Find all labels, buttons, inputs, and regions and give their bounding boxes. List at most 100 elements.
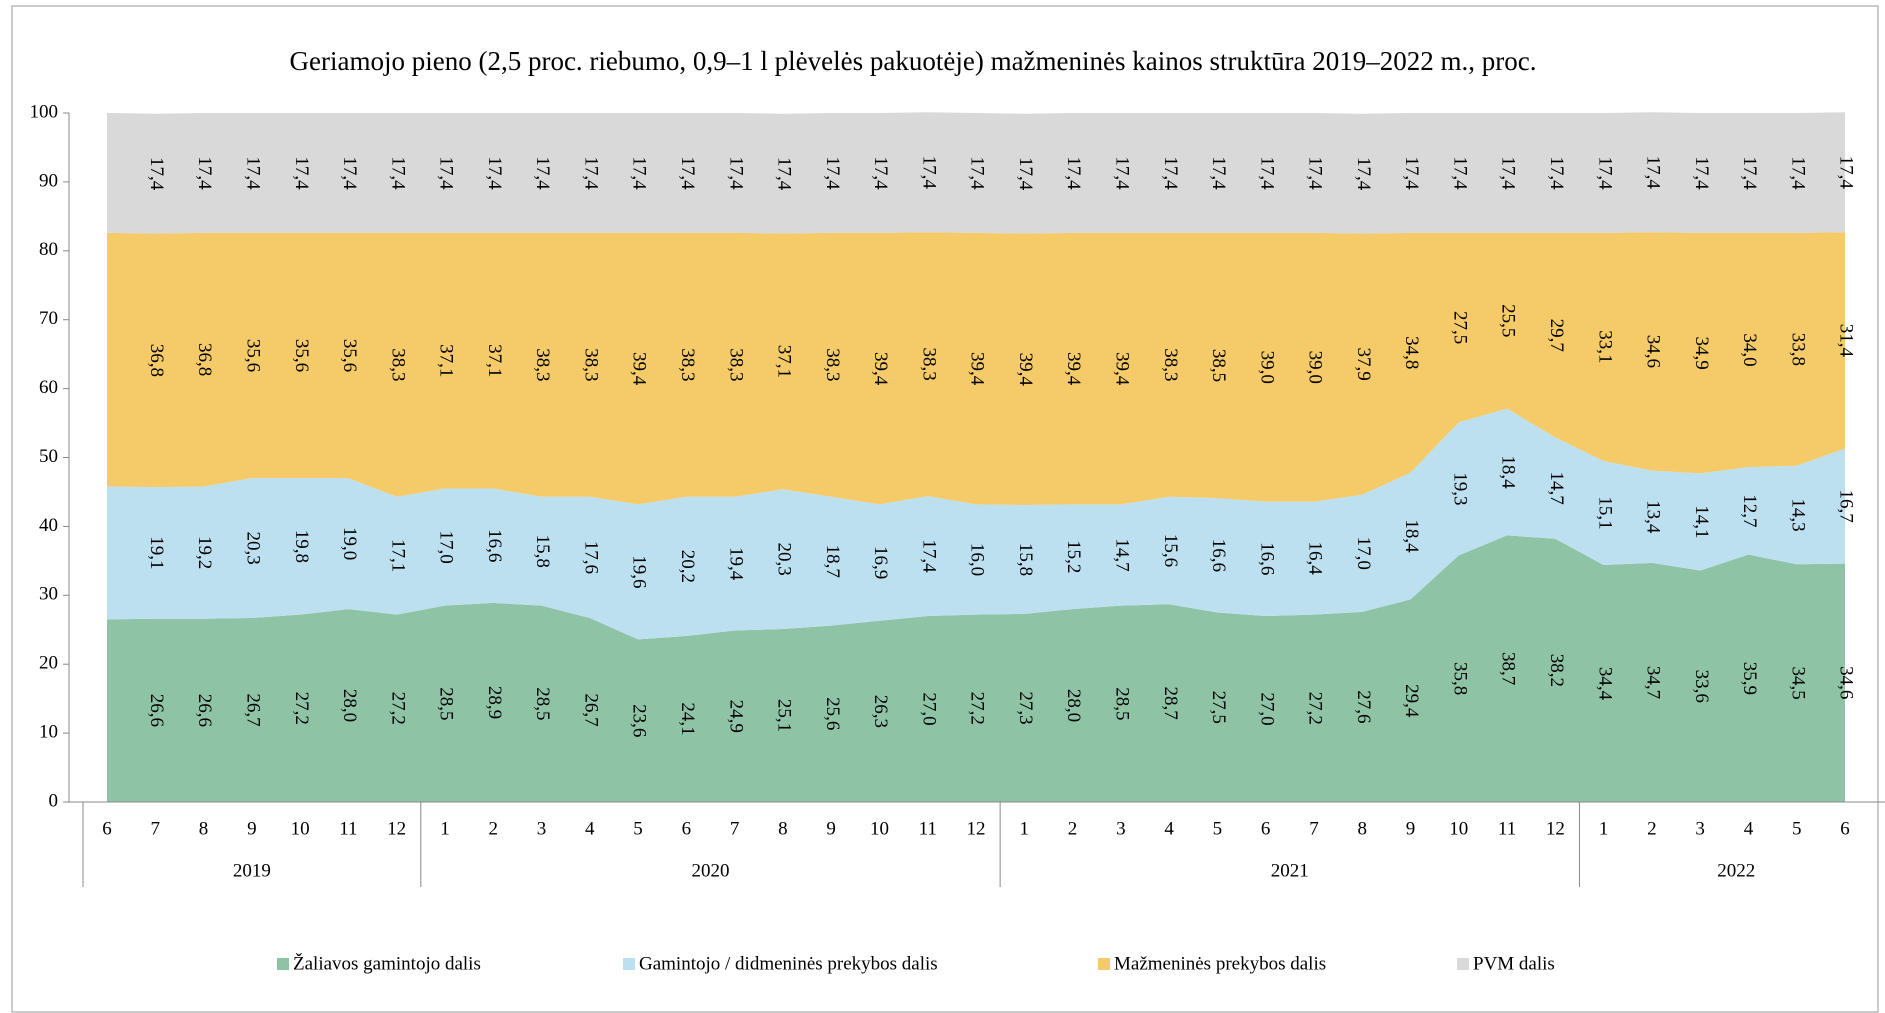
x-tick-label: 10 [291, 818, 310, 839]
x-tick-label: 12 [967, 818, 986, 839]
data-label: 38,3 [677, 348, 698, 381]
data-label: 34,5 [1787, 667, 1808, 700]
data-label: 18,4 [1498, 455, 1519, 489]
data-label: 17,4 [1787, 156, 1808, 190]
y-tick-label: 10 [39, 721, 58, 742]
x-tick-label: 2 [488, 818, 498, 839]
legend-label: PVM dalis [1473, 953, 1555, 974]
data-label: 36,8 [146, 344, 167, 377]
data-label: 25,5 [1498, 304, 1519, 337]
data-label: 17,4 [1305, 156, 1326, 190]
x-tick-label: 8 [778, 818, 788, 839]
data-label: 28,9 [484, 686, 505, 719]
data-label: 34,0 [1739, 333, 1760, 366]
data-label: 39,4 [1063, 352, 1084, 386]
data-label: 17,4 [1546, 156, 1567, 190]
data-label: 31,4 [1836, 324, 1857, 358]
x-tick-label: 3 [537, 818, 547, 839]
data-label: 25,6 [822, 697, 843, 730]
data-label: 17,4 [918, 539, 939, 573]
data-label: 20,3 [242, 531, 263, 564]
data-label: 19,1 [146, 536, 167, 569]
data-label: 15,1 [1594, 496, 1615, 529]
data-label: 17,4 [1353, 157, 1374, 191]
data-label: 17,6 [580, 541, 601, 574]
data-label: 34,4 [1594, 667, 1615, 701]
data-label: 36,8 [194, 343, 215, 376]
data-label: 27,3 [1015, 691, 1036, 724]
data-label: 17,4 [1401, 156, 1422, 190]
data-label: 18,7 [822, 545, 843, 578]
data-label: 17,4 [580, 156, 601, 190]
data-label: 27,0 [918, 692, 939, 725]
x-group-label: 2022 [1717, 860, 1755, 881]
data-label: 26,7 [242, 693, 263, 726]
x-tick-label: 8 [199, 818, 209, 839]
data-label: 16,6 [1256, 542, 1277, 575]
x-tick-label: 4 [1164, 818, 1174, 839]
data-label: 19,8 [291, 530, 312, 563]
x-tick-label: 9 [247, 818, 257, 839]
data-label: 38,3 [387, 348, 408, 381]
x-tick-label: 11 [1498, 818, 1516, 839]
y-tick-label: 20 [39, 653, 58, 674]
data-label: 35,9 [1739, 662, 1760, 695]
data-label: 19,0 [339, 527, 360, 560]
area [107, 112, 1845, 234]
data-label: 17,4 [918, 156, 939, 190]
data-label: 37,9 [1353, 348, 1374, 381]
data-label: 28,5 [436, 687, 457, 720]
x-tick-label: 9 [826, 818, 836, 839]
data-label: 19,2 [194, 536, 215, 569]
x-tick-label: 9 [1406, 818, 1416, 839]
data-label: 17,4 [484, 156, 505, 190]
data-label: 17,4 [436, 156, 457, 190]
x-tick-label: 5 [1792, 818, 1802, 839]
data-label: 18,4 [1401, 519, 1422, 553]
x-tick-label: 5 [1213, 818, 1223, 839]
data-label: 15,6 [1160, 534, 1181, 567]
data-label: 23,6 [629, 704, 650, 737]
data-label: 29,7 [1546, 319, 1567, 352]
x-group-label: 2020 [691, 860, 729, 881]
data-label: 28,0 [1063, 689, 1084, 722]
data-label: 38,3 [822, 348, 843, 381]
data-label: 24,1 [677, 702, 698, 735]
x-tick-label: 12 [1546, 818, 1565, 839]
y-tick-label: 50 [39, 446, 58, 467]
data-label: 15,8 [532, 535, 553, 568]
data-label: 28,7 [1160, 687, 1181, 720]
data-label: 17,1 [387, 539, 408, 572]
y-tick-label: 0 [49, 790, 59, 811]
area [107, 232, 1845, 506]
data-label: 20,2 [677, 550, 698, 583]
data-label: 39,4 [967, 352, 988, 386]
data-label: 17,4 [1739, 156, 1760, 190]
data-label: 14,3 [1787, 498, 1808, 531]
data-label: 25,1 [774, 699, 795, 732]
x-tick-label: 10 [1449, 818, 1468, 839]
data-label: 17,4 [1208, 156, 1229, 190]
area [107, 535, 1845, 802]
data-label: 39,4 [870, 352, 891, 386]
data-label: 38,5 [1208, 349, 1229, 382]
data-label: 28,5 [532, 687, 553, 720]
data-label: 27,5 [1208, 691, 1229, 724]
data-label: 17,4 [1160, 156, 1181, 190]
x-tick-label: 8 [1357, 818, 1367, 839]
data-label: 12,7 [1739, 494, 1760, 527]
data-label: 38,2 [1546, 654, 1567, 687]
data-label: 17,4 [387, 156, 408, 190]
x-tick-label: 3 [1116, 818, 1126, 839]
x-tick-label: 6 [1840, 818, 1850, 839]
legend-label: Žaliavos gamintojo dalis [293, 952, 481, 974]
data-label: 17,4 [242, 156, 263, 190]
data-label: 17,4 [1449, 156, 1470, 190]
y-tick-label: 60 [39, 377, 58, 398]
data-label: 38,3 [918, 348, 939, 381]
data-label: 39,4 [629, 352, 650, 386]
x-tick-label: 5 [633, 818, 643, 839]
x-tick-label: 6 [682, 818, 692, 839]
data-label: 38,7 [1498, 652, 1519, 685]
area [107, 408, 1845, 640]
